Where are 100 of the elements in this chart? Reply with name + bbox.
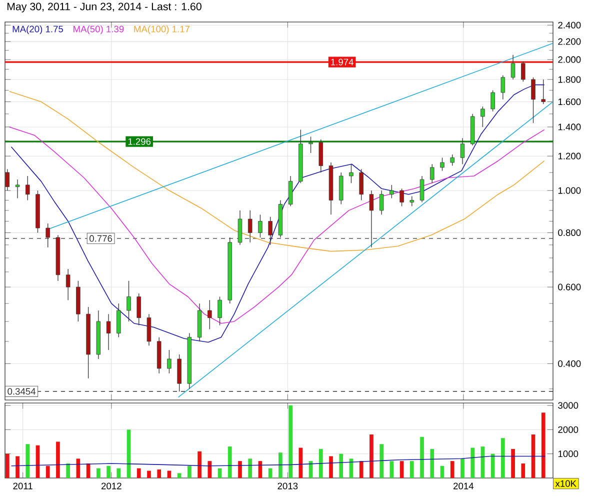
bar	[147, 470, 151, 478]
bar	[157, 470, 162, 478]
bar	[521, 463, 526, 478]
bar	[288, 405, 292, 478]
ref-line-label: 0.3454	[8, 388, 36, 395]
line-series	[10, 456, 546, 466]
bar	[56, 442, 60, 478]
bar	[238, 461, 242, 478]
candlestick	[208, 300, 212, 330]
candlestick	[379, 190, 384, 216]
bar	[390, 461, 394, 478]
bar	[460, 458, 464, 478]
bar	[470, 448, 475, 478]
candlestick	[500, 74, 506, 100]
text: MA(100) 1.17	[134, 26, 190, 34]
bar	[541, 412, 546, 478]
candlestick	[349, 164, 354, 184]
text: MA(50) 1.39	[74, 26, 124, 34]
y-tick-label: 2.000	[558, 56, 581, 63]
y-tick-label: 2.400	[558, 22, 581, 28]
bar	[511, 448, 515, 478]
candlestick	[218, 296, 222, 326]
candlestick	[460, 138, 465, 164]
bar	[167, 470, 172, 478]
bar	[400, 461, 404, 478]
y-tick-label: 1.800	[558, 76, 581, 83]
candlestick	[490, 90, 495, 112]
candlestick	[531, 77, 536, 124]
candlestick	[5, 168, 10, 191]
bar	[188, 466, 192, 478]
bar	[198, 451, 202, 478]
x-tick-label: 2012	[102, 482, 122, 490]
y-tick-label: 1.400	[558, 124, 581, 130]
candlestick	[400, 188, 404, 207]
candlestick	[450, 154, 454, 166]
candlestick	[308, 136, 313, 154]
bar	[5, 454, 10, 478]
candlestick	[167, 350, 172, 374]
ref-line-label: 1.974	[331, 58, 354, 66]
bar	[16, 456, 20, 478]
bar	[177, 473, 182, 478]
candlestick	[146, 314, 152, 346]
bar	[298, 448, 303, 478]
bar	[66, 463, 70, 478]
candlestick	[521, 61, 526, 82]
candlestick	[258, 214, 262, 238]
bar	[440, 466, 444, 478]
bar	[228, 446, 232, 478]
bar	[500, 438, 505, 478]
ref-line-label: 0.776	[89, 235, 112, 242]
bar	[268, 468, 272, 478]
candlestick	[430, 164, 434, 184]
candlestick	[541, 79, 546, 104]
candlestick	[390, 184, 394, 199]
bar	[116, 468, 121, 478]
candlestick	[288, 176, 293, 207]
y-tick-label: 2.200	[558, 38, 581, 45]
x-tick-label: 2014	[454, 482, 474, 490]
y-tick-label: 0.400	[558, 360, 581, 367]
candlestick	[410, 196, 414, 207]
x-tick-label: 2013	[278, 482, 298, 490]
bar	[370, 434, 374, 478]
bar	[136, 468, 141, 478]
bar	[96, 468, 100, 478]
y-tick-label: 1.000	[558, 187, 581, 194]
candlestick	[126, 280, 131, 322]
candlestick	[480, 106, 485, 128]
candlestick	[420, 176, 424, 203]
text: x10K	[555, 480, 576, 487]
ref-line-label: 1.296	[128, 138, 151, 145]
y-tick-label: 0.600	[558, 284, 581, 290]
bar	[531, 434, 536, 478]
bar	[248, 458, 252, 478]
y-tick-label: 1.600	[558, 98, 581, 106]
candlestick	[440, 157, 444, 172]
candlestick	[359, 168, 364, 201]
bar	[359, 461, 364, 478]
y-tick-label: 1.200	[558, 152, 581, 160]
bar	[430, 448, 434, 478]
text: MA(20) 1.75	[12, 26, 64, 34]
line-series	[8, 126, 545, 324]
bar	[339, 454, 344, 478]
bar	[106, 466, 110, 478]
bar	[450, 461, 454, 478]
candlestick	[106, 314, 111, 350]
bar	[420, 436, 424, 478]
bar	[410, 461, 414, 478]
candlestick	[66, 268, 70, 300]
candlestick	[26, 176, 30, 201]
candlestick	[15, 179, 20, 199]
bar	[329, 456, 333, 478]
y-tick-label: 1000	[558, 450, 578, 458]
y-tick-label: 3000	[558, 402, 578, 409]
bar	[46, 466, 50, 478]
candlestick	[136, 293, 141, 326]
bar	[380, 444, 384, 478]
bar	[208, 461, 212, 478]
candlestick	[318, 139, 324, 173]
bar	[318, 448, 323, 478]
line-series	[8, 90, 545, 252]
